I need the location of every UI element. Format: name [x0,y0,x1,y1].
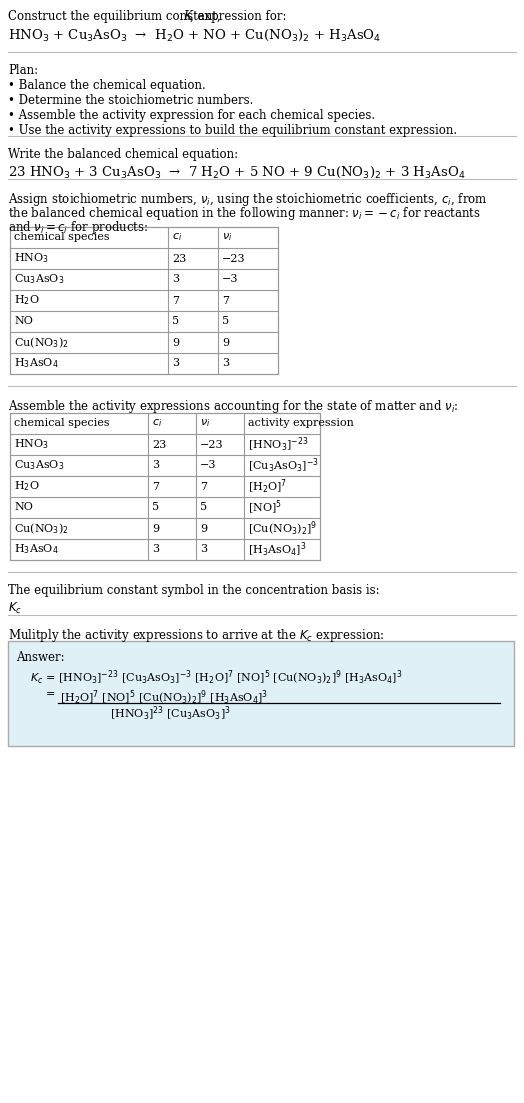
Text: K: K [183,10,192,23]
Text: $K_c$: $K_c$ [8,601,22,617]
Text: 9: 9 [152,524,159,534]
Text: Answer:: Answer: [16,651,64,664]
Text: 3: 3 [200,545,207,555]
Text: H$_2$O: H$_2$O [14,480,39,493]
Text: 7: 7 [152,482,159,492]
Text: HNO$_3$ + Cu$_3$AsO$_3$  →  H$_2$O + NO + Cu(NO$_3$)$_2$ + H$_3$AsO$_4$: HNO$_3$ + Cu$_3$AsO$_3$ → H$_2$O + NO + … [8,28,381,43]
Text: $c_i$: $c_i$ [172,232,182,244]
Text: [Cu(NO$_3$)$_2$]$^9$: [Cu(NO$_3$)$_2$]$^9$ [248,520,317,537]
Text: 5: 5 [172,317,179,326]
Text: Construct the equilibrium constant,: Construct the equilibrium constant, [8,10,224,23]
Text: • Assemble the activity expression for each chemical species.: • Assemble the activity expression for e… [8,109,375,122]
Text: 9: 9 [200,524,207,534]
Text: Mulitply the activity expressions to arrive at the $K_c$ expression:: Mulitply the activity expressions to arr… [8,627,385,644]
Text: HNO$_3$: HNO$_3$ [14,438,49,451]
Text: [H$_2$O]$^7$ [NO]$^5$ [Cu(NO$_3$)$_2$]$^9$ [H$_3$AsO$_4$]$^3$: [H$_2$O]$^7$ [NO]$^5$ [Cu(NO$_3$)$_2$]$^… [60,689,268,707]
Text: 7: 7 [200,482,207,492]
Text: chemical species: chemical species [14,418,110,428]
Text: −3: −3 [200,460,216,471]
Text: H$_3$AsO$_4$: H$_3$AsO$_4$ [14,543,59,556]
Text: 3: 3 [172,275,179,285]
Text: 9: 9 [222,338,229,347]
Text: [Cu$_3$AsO$_3$]$^{-3}$: [Cu$_3$AsO$_3$]$^{-3}$ [248,457,319,474]
Text: Cu$_3$AsO$_3$: Cu$_3$AsO$_3$ [14,272,64,287]
Text: The equilibrium constant symbol in the concentration basis is:: The equilibrium constant symbol in the c… [8,583,379,597]
Text: −3: −3 [222,275,238,285]
Text: H$_2$O: H$_2$O [14,293,39,308]
Text: −23: −23 [200,439,224,450]
Text: $\nu_i$: $\nu_i$ [200,418,210,429]
FancyBboxPatch shape [10,413,320,560]
Text: NO: NO [14,317,33,326]
Text: 5: 5 [222,317,229,326]
Text: Write the balanced chemical equation:: Write the balanced chemical equation: [8,148,238,161]
Text: $c_i$: $c_i$ [152,418,162,429]
Text: [H$_3$AsO$_4$]$^3$: [H$_3$AsO$_4$]$^3$ [248,540,307,558]
Text: [HNO$_3$]$^{-23}$: [HNO$_3$]$^{-23}$ [248,436,309,453]
Text: • Determine the stoichiometric numbers.: • Determine the stoichiometric numbers. [8,94,254,107]
Text: =: = [46,689,56,699]
Text: 7: 7 [222,296,229,306]
Text: , expression for:: , expression for: [190,10,287,23]
Text: −23: −23 [222,254,246,264]
Text: 3: 3 [222,358,229,368]
Text: • Use the activity expressions to build the equilibrium constant expression.: • Use the activity expressions to build … [8,124,457,137]
Text: 23: 23 [172,254,186,264]
Text: $K_c$ = [HNO$_3$]$^{-23}$ [Cu$_3$AsO$_3$]$^{-3}$ [H$_2$O]$^7$ [NO]$^5$ [Cu(NO$_3: $K_c$ = [HNO$_3$]$^{-23}$ [Cu$_3$AsO$_3$… [30,670,402,687]
Text: chemical species: chemical species [14,233,110,243]
Text: 3: 3 [152,460,159,471]
Text: Assign stoichiometric numbers, $\nu_i$, using the stoichiometric coefficients, $: Assign stoichiometric numbers, $\nu_i$, … [8,191,488,208]
Text: 5: 5 [200,503,207,513]
Text: the balanced chemical equation in the following manner: $\nu_i = -c_i$ for react: the balanced chemical equation in the fo… [8,205,481,222]
Text: $\nu_i$: $\nu_i$ [222,232,232,244]
Text: HNO$_3$: HNO$_3$ [14,251,49,266]
Text: Cu$_3$AsO$_3$: Cu$_3$AsO$_3$ [14,459,64,472]
Text: [HNO$_3$]$^{23}$ [Cu$_3$AsO$_3$]$^3$: [HNO$_3$]$^{23}$ [Cu$_3$AsO$_3$]$^3$ [110,705,231,724]
Text: Cu(NO$_3$)$_2$: Cu(NO$_3$)$_2$ [14,335,69,350]
FancyBboxPatch shape [10,227,278,374]
Text: 7: 7 [172,296,179,306]
Text: H$_3$AsO$_4$: H$_3$AsO$_4$ [14,356,59,371]
Text: Assemble the activity expressions accounting for the state of matter and $\nu_i$: Assemble the activity expressions accoun… [8,398,458,415]
Text: 3: 3 [152,545,159,555]
Text: activity expression: activity expression [248,418,354,428]
Text: 9: 9 [172,338,179,347]
Text: 3: 3 [172,358,179,368]
Text: [H$_2$O]$^7$: [H$_2$O]$^7$ [248,478,287,495]
FancyBboxPatch shape [8,641,514,746]
Text: Cu(NO$_3$)$_2$: Cu(NO$_3$)$_2$ [14,522,69,536]
Text: Plan:: Plan: [8,64,38,77]
Text: 5: 5 [152,503,159,513]
Text: and $\nu_i = c_i$ for products:: and $\nu_i = c_i$ for products: [8,219,148,236]
Text: [NO]$^5$: [NO]$^5$ [248,499,282,516]
Text: 23 HNO$_3$ + 3 Cu$_3$AsO$_3$  →  7 H$_2$O + 5 NO + 9 Cu(NO$_3$)$_2$ + 3 H$_3$AsO: 23 HNO$_3$ + 3 Cu$_3$AsO$_3$ → 7 H$_2$O … [8,165,465,180]
Text: NO: NO [14,503,33,513]
Text: • Balance the chemical equation.: • Balance the chemical equation. [8,79,206,92]
Text: 23: 23 [152,439,166,450]
